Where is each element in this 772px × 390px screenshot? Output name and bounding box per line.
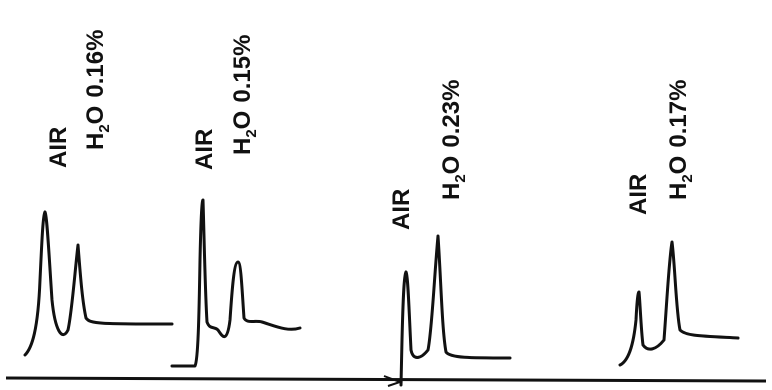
chromatogram-2: AIR H2O0.15%: [170, 35, 302, 368]
label-air-4: AIR: [625, 174, 652, 215]
trace-4: [618, 240, 740, 367]
chromatogram-4: AIR H2O0.17%: [618, 80, 740, 367]
label-air-1: AIR: [45, 127, 72, 168]
time-baseline: [5, 376, 767, 383]
trace-3: [399, 234, 512, 387]
label-h2o-2: H2O0.15%: [229, 35, 260, 155]
trace-1: [23, 210, 174, 357]
label-air-3: AIR: [388, 189, 415, 230]
chromatogram-1: AIR H2O0.16%: [23, 30, 174, 357]
label-h2o-3: H2O0.23%: [438, 80, 469, 200]
chromatogram-3: AIR H2O0.23%: [383, 80, 512, 387]
label-h2o-1: H2O0.16%: [82, 30, 113, 150]
trace-2: [170, 198, 302, 368]
arrow-mark: [383, 375, 403, 387]
label-h2o-4: H2O0.17%: [665, 80, 696, 200]
label-air-2: AIR: [191, 129, 218, 170]
